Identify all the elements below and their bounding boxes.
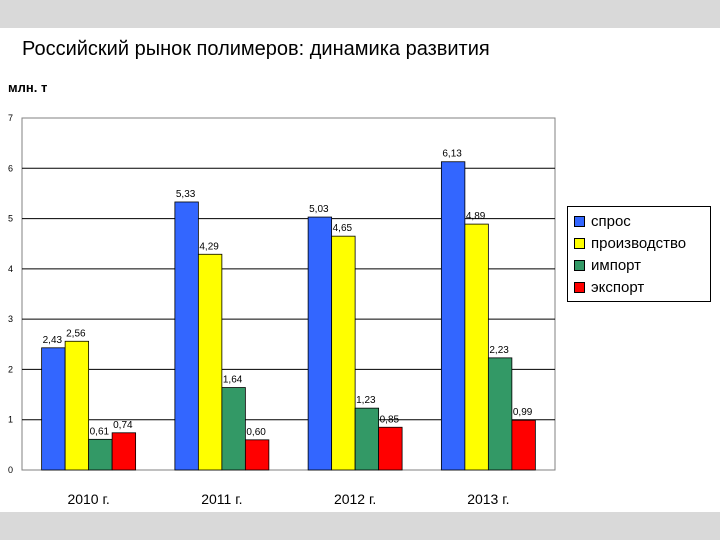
chart-legend: спрос производство импорт экспорт — [567, 206, 711, 302]
legend-label: спрос — [591, 212, 631, 230]
x-tick-label: 2013 г. — [467, 491, 509, 507]
legend-swatch — [574, 259, 585, 271]
data-label: 2,56 — [66, 328, 86, 339]
legend-swatch — [574, 281, 585, 293]
bar — [88, 438, 113, 471]
data-label: 0,60 — [246, 427, 266, 438]
legend-label: импорт — [591, 256, 642, 274]
bar — [487, 357, 513, 471]
bar — [221, 387, 246, 471]
bar — [440, 161, 466, 471]
bar — [331, 235, 356, 471]
x-tick-label: 2010 г. — [67, 491, 109, 507]
data-label: 0,99 — [513, 407, 533, 418]
data-label: 2,23 — [489, 345, 509, 356]
data-label: 6,13 — [442, 149, 462, 160]
y-tick-label: 6 — [8, 163, 13, 173]
y-tick-label: 4 — [8, 264, 13, 274]
bar — [174, 201, 199, 471]
y-axis-unit-label: млн. т — [8, 80, 48, 95]
data-label: 5,03 — [309, 204, 329, 215]
bar — [41, 347, 66, 471]
legend-item: импорт — [574, 255, 641, 275]
y-tick-label: 3 — [8, 314, 13, 324]
bar — [197, 253, 223, 471]
slide-title: Российский рынок полимеров: динамика раз… — [22, 38, 490, 60]
data-label: 4,89 — [466, 211, 486, 222]
bar — [111, 432, 137, 471]
x-tick-label: 2012 г. — [334, 491, 376, 507]
y-tick-label: 0 — [8, 465, 13, 475]
bar-chart: 0 1 2 3 4 5 6 7 2,432,56 0,610,74 2010 г. 5,33 4,29 1… — [8, 113, 556, 507]
slide: Российский рынок полимеров: динамика раз… — [0, 28, 720, 512]
data-label: 0,74 — [113, 420, 133, 431]
legend-label: производство — [591, 234, 687, 252]
bar — [307, 216, 333, 471]
y-tick-label: 2 — [8, 364, 13, 374]
data-label: 5,33 — [176, 189, 196, 200]
data-label: 1,64 — [223, 375, 243, 386]
y-tick-label: 5 — [8, 214, 13, 224]
data-label: 4,29 — [199, 241, 219, 252]
y-tick-label: 7 — [8, 113, 13, 123]
data-label: 0,61 — [90, 426, 110, 437]
data-label: 2,43 — [43, 335, 63, 346]
legend-swatch — [574, 237, 585, 249]
legend-swatch — [574, 215, 585, 227]
legend-label: экспорт — [591, 278, 645, 296]
legend-item: экспорт — [574, 277, 644, 297]
bar — [354, 407, 380, 471]
data-label: 1,23 — [356, 395, 376, 406]
bar — [511, 419, 536, 471]
bar — [378, 426, 403, 471]
x-tick-label: 2011 г. — [201, 491, 242, 507]
bar — [64, 340, 90, 471]
data-label: 0,85 — [380, 414, 400, 425]
legend-item: спрос — [574, 211, 631, 231]
legend-item: производство — [574, 233, 686, 253]
y-tick-label: 1 — [8, 415, 13, 425]
bar — [244, 439, 270, 471]
data-label: 4,65 — [333, 223, 353, 234]
bar — [464, 223, 489, 471]
